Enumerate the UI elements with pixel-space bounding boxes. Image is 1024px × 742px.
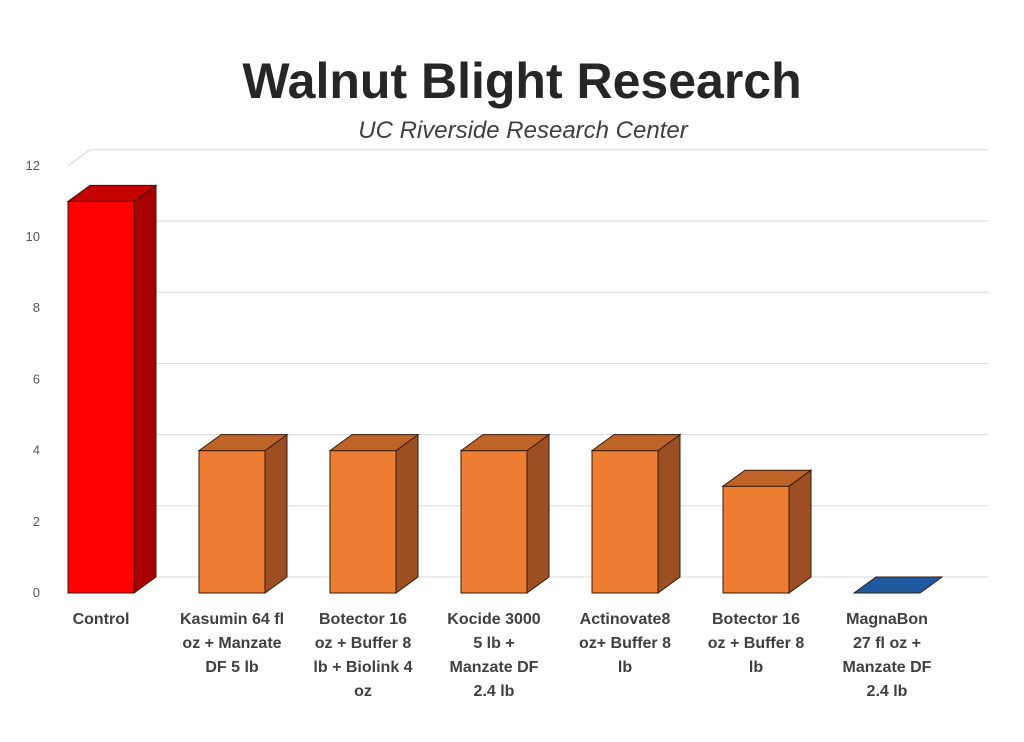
bar: [852, 576, 944, 594]
bars: [66, 184, 944, 594]
gridline: [67, 220, 988, 238]
gridline: [67, 362, 988, 380]
bar-side-face: [526, 433, 550, 594]
bar-top-face: [66, 184, 158, 202]
y-tick-label: 10: [26, 229, 40, 244]
y-tick-label: 0: [33, 585, 40, 600]
bar-front-face: [198, 450, 266, 594]
bar: [197, 433, 289, 594]
gridline: [67, 291, 988, 309]
category-label: Botector 16 oz + Buffer 8 lb + Biolink 4 oz: [313, 611, 413, 700]
y-tick-label: 6: [33, 371, 40, 386]
y-tick-label: 4: [33, 443, 40, 458]
bar-front-face: [329, 450, 397, 594]
category-label: Kocide 3000 5 lb + Manzate DF 2.4 lb: [447, 611, 541, 700]
bar-top-face: [459, 434, 551, 452]
bar-side-face: [657, 433, 681, 594]
y-axis-ticks: 0 2 4 6 8 10 12: [26, 158, 40, 600]
bar-side-face: [264, 433, 288, 594]
bar: [721, 469, 813, 594]
bar: [590, 433, 682, 594]
bar: [66, 184, 158, 594]
bar: [459, 433, 551, 594]
y-tick-label: 8: [33, 300, 40, 315]
bar-front-face: [460, 450, 528, 594]
bar-top-face: [328, 434, 420, 452]
y-tick-label: 2: [33, 514, 40, 529]
category-label: Botector 16 oz + Buffer 8 lb: [707, 611, 805, 676]
y-tick-label: 12: [26, 158, 40, 173]
bar-top-face: [590, 434, 682, 452]
bar: [328, 433, 420, 594]
gridline: [67, 149, 988, 167]
bar-top-face: [721, 469, 813, 487]
bar-side-face: [133, 184, 157, 594]
chart-title: Walnut Blight Research: [242, 53, 802, 109]
bar-top-face: [852, 576, 944, 594]
category-label: Kasumin 64 fl oz + Manzate DF 5 lb: [179, 611, 285, 676]
chart-subtitle: UC Riverside Research Center: [358, 117, 688, 144]
category-label: MagnaBon 27 fl oz + Manzate DF 2.4 lb: [842, 611, 932, 700]
bar-side-face: [788, 469, 812, 594]
category-label: Actinovate8 oz+ Buffer 8 lb: [578, 611, 671, 676]
bar-front-face: [722, 485, 790, 594]
bar-side-face: [395, 433, 419, 594]
bar-front-face: [67, 200, 135, 594]
bar-front-face: [591, 450, 659, 594]
bar-top-face: [197, 434, 289, 452]
category-label: Control: [72, 611, 130, 628]
